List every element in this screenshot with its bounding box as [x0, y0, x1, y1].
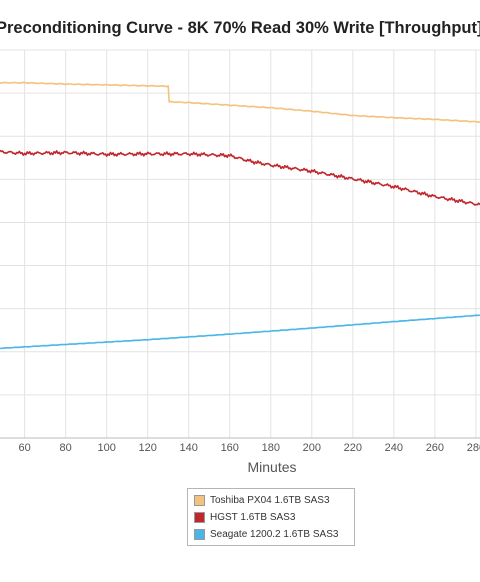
x-tick-label-6: 180 [262, 442, 280, 454]
legend-item-2: Seagate 1200.2 1.6TB SAS3 [194, 527, 338, 541]
grid [0, 49, 480, 439]
legend-swatch [194, 528, 205, 540]
x-tick-label-8: 220 [344, 442, 362, 454]
x-tick-label-9: 240 [385, 442, 403, 454]
x-axis-label: Minutes [247, 459, 296, 475]
x-tick-label-7: 200 [303, 442, 321, 454]
x-tick-label-11: 280 [467, 442, 480, 454]
series-line-0 [0, 81, 480, 123]
chart-title: Preconditioning Curve - 8K 70% Read 30% … [0, 19, 480, 37]
legend-label: Toshiba PX04 1.6TB SAS3 [210, 494, 330, 506]
series-lines [0, 81, 480, 350]
x-tick-label-5: 160 [221, 442, 239, 454]
series-line-1 [0, 149, 480, 206]
legend-swatch [194, 494, 205, 506]
legend-swatch [194, 511, 205, 523]
x-tick-label-4: 140 [180, 442, 198, 454]
x-tick-label-2: 100 [97, 442, 115, 454]
legend: Toshiba PX04 1.6TB SAS3 HGST 1.6TB SAS3 Se… [187, 488, 355, 546]
x-axis-ticks: 60 80 100 120 140 160 180 200 220 240 260 280 [18, 442, 480, 454]
legend-item-1: HGST 1.6TB SAS3 [194, 510, 295, 524]
legend-label: HGST 1.6TB SAS3 [210, 511, 296, 523]
legend-label: Seagate 1200.2 1.6TB SAS3 [210, 528, 339, 540]
x-tick-label-0: 60 [18, 442, 30, 454]
x-tick-label-10: 260 [426, 442, 444, 454]
x-tick-label-3: 120 [139, 442, 157, 454]
x-tick-label-1: 80 [60, 442, 72, 454]
legend-item-0: Toshiba PX04 1.6TB SAS3 [194, 493, 330, 507]
series-line-2 [0, 314, 480, 350]
